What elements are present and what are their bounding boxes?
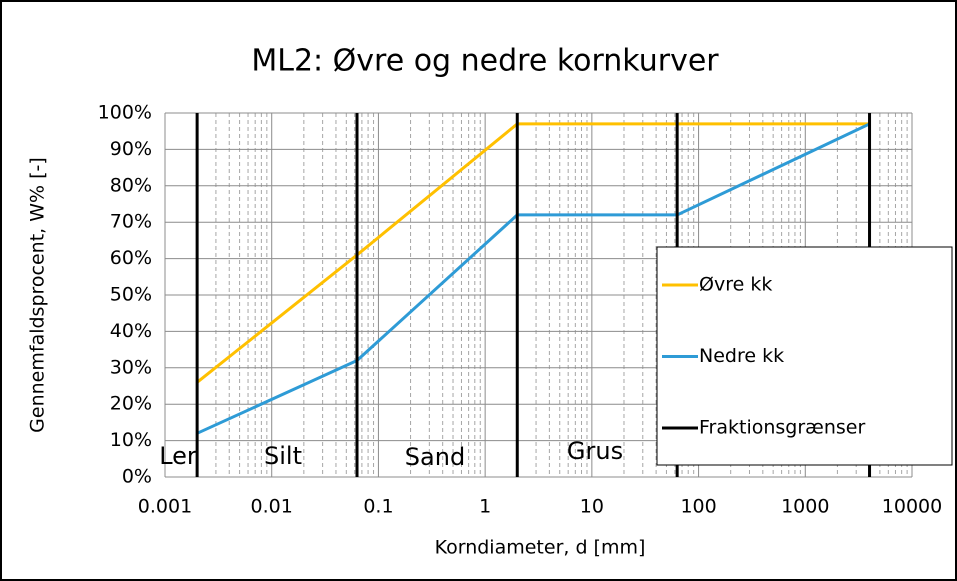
y-tick-label: 30% [110,356,152,378]
y-tick-label: 80% [110,174,152,196]
legend-label: Nedre kk [699,345,784,367]
y-tick-label: 0% [122,466,152,488]
zone-label: Silt [264,442,302,470]
x-tick-label: 100 [680,496,716,518]
x-tick-label: 1 [479,496,491,518]
y-tick-label: 50% [110,284,152,306]
y-tick-label: 10% [110,429,152,451]
x-tick-label: 10 [580,496,604,518]
y-tick-label: 100% [98,102,152,124]
x-tick-label: 10000 [882,496,942,518]
x-tick-label: 0.01 [251,496,293,518]
y-tick-label: 20% [110,393,152,415]
legend-label: Øvre kk [699,274,772,296]
zone-label: Ler [159,442,197,470]
y-tick-label: 60% [110,247,152,269]
y-tick-label: 70% [110,211,152,233]
y-tick-label: 90% [110,138,152,160]
zone-label: Sand [405,443,465,471]
y-tick-label: 40% [110,320,152,342]
x-tick-label: 1000 [781,496,829,518]
legend-label: Fraktionsgrænser [699,417,865,439]
x-axis-label: Korndiameter, d [mm] [435,537,646,559]
x-tick-label: 0.001 [138,496,192,518]
chart-title: ML2: Øvre og nedre kornkurver [251,44,719,79]
x-tick-label: 0.1 [363,496,393,518]
y-axis-label: Gennemfaldsprocent, W% [-] [27,157,49,433]
legend-box [656,246,953,466]
zone-label: Grus [567,437,623,465]
